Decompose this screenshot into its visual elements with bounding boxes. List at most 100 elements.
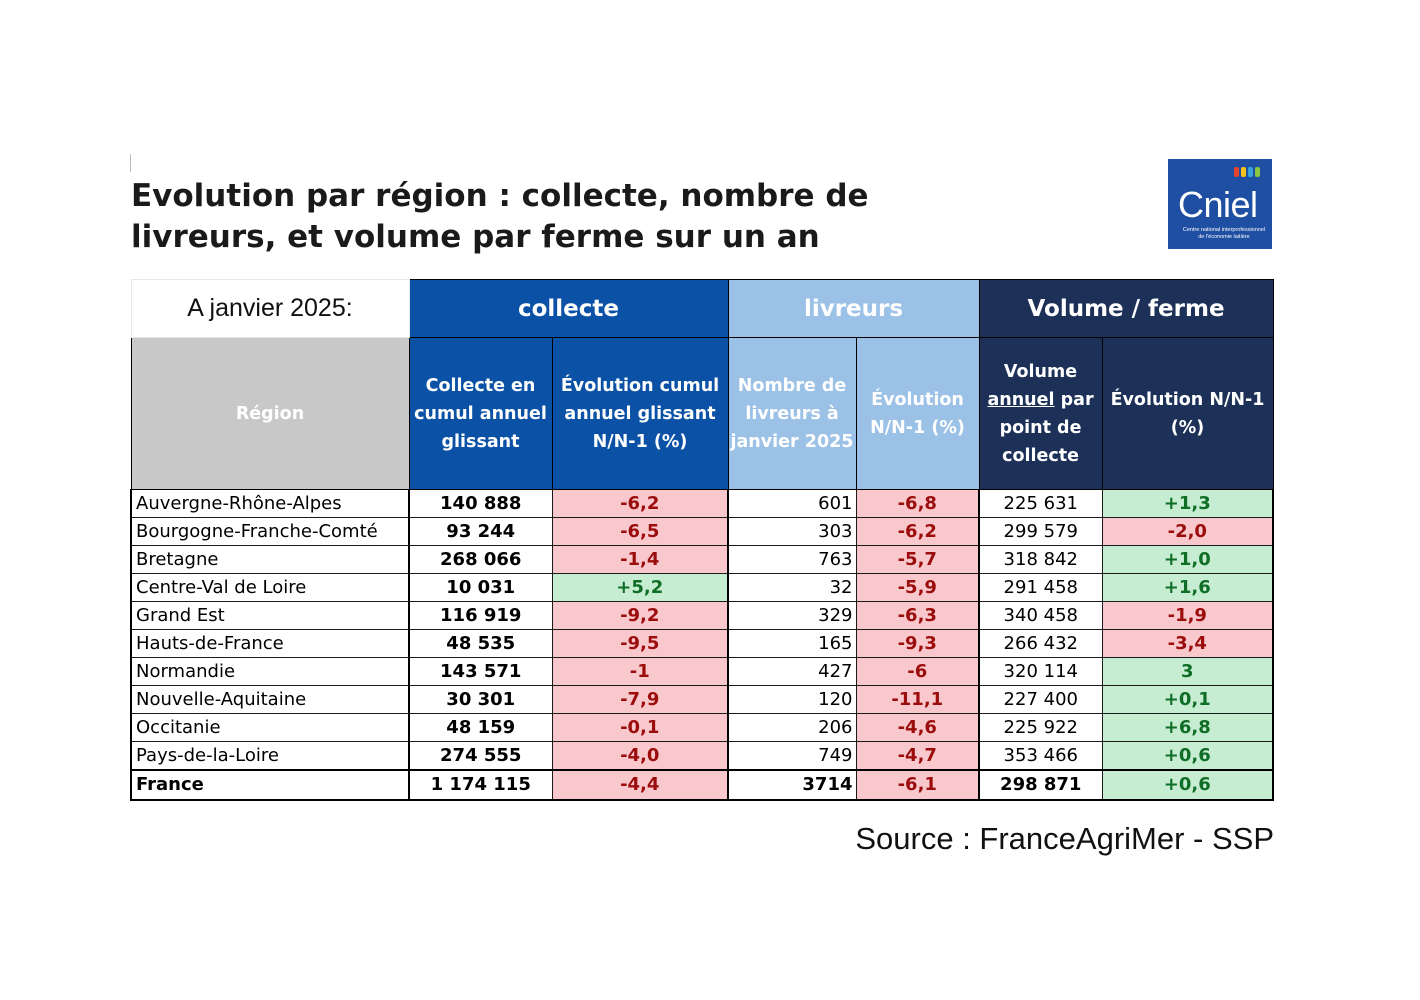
cell-evo-livreurs: -11,1 <box>855 685 980 714</box>
cell-livreurs: 206 <box>727 713 857 742</box>
cell-evo-collecte: -0,1 <box>551 713 729 742</box>
cell-volume: 318 842 <box>978 545 1103 574</box>
cell-region: France <box>130 769 410 801</box>
group-header-livreurs: livreurs <box>727 279 980 338</box>
cell-livreurs: 32 <box>727 573 857 602</box>
cell-evo-volume: +1,0 <box>1101 545 1275 574</box>
cell-livreurs: 303 <box>727 517 857 546</box>
divider-tick <box>130 154 131 172</box>
cell-collecte: 48 159 <box>408 713 553 742</box>
cell-livreurs: 165 <box>727 629 857 658</box>
cell-evo-livreurs: -6 <box>855 657 980 686</box>
cell-collecte: 274 555 <box>408 741 553 771</box>
cell-livreurs: 763 <box>727 545 857 574</box>
cell-evo-volume: -2,0 <box>1101 517 1275 546</box>
cell-volume: 225 631 <box>978 489 1103 518</box>
logo-mark-bar-1 <box>1234 167 1239 177</box>
cell-evo-collecte: -6,5 <box>551 517 729 546</box>
cell-volume: 320 114 <box>978 657 1103 686</box>
logo-mark-bar-4 <box>1255 167 1260 177</box>
page-title-line-1: Evolution par région : collecte, nombre … <box>131 178 869 214</box>
cell-region: Bourgogne-Franche-Comté <box>130 517 410 546</box>
column-header-volume-pre: Volume <box>1003 361 1078 382</box>
cell-volume: 225 922 <box>978 713 1103 742</box>
cell-region: Pays-de-la-Loire <box>130 741 410 771</box>
table-row: Bretagne 268 066 -1,4 763 -5,7 318 842 +1,0 <box>130 545 1275 574</box>
cell-evo-volume: -1,9 <box>1101 601 1275 630</box>
cell-region: Hauts-de-France <box>130 629 410 658</box>
cell-volume: 298 871 <box>978 769 1103 801</box>
column-header-volume-post: par point de collecte <box>999 389 1094 466</box>
cell-livreurs: 601 <box>727 489 857 518</box>
cell-collecte: 116 919 <box>408 601 553 630</box>
cell-livreurs: 749 <box>727 741 857 771</box>
cell-evo-collecte: -9,5 <box>551 629 729 658</box>
column-header-volume: Volume annuel par point de collecte <box>978 337 1103 490</box>
cell-evo-volume: -3,4 <box>1101 629 1275 658</box>
cell-collecte: 93 244 <box>408 517 553 546</box>
cell-collecte: 1 174 115 <box>408 769 553 801</box>
table-row: Nouvelle-Aquitaine 30 301 -7,9 120 -11,1 227 … <box>130 685 1275 714</box>
cell-livreurs: 427 <box>727 657 857 686</box>
source-note: Source : FranceAgriMer - SSP <box>855 821 1274 856</box>
logo-mark-bar-3 <box>1248 167 1253 177</box>
cell-volume: 353 466 <box>978 741 1103 771</box>
cell-evo-volume: +1,3 <box>1101 489 1275 518</box>
table-row: Centre-Val de Loire 10 031 +5,2 32 -5,9 291 4… <box>130 573 1275 602</box>
group-header-collecte: collecte <box>408 279 729 338</box>
cell-collecte: 30 301 <box>408 685 553 714</box>
cell-collecte: 48 535 <box>408 629 553 658</box>
cell-evo-volume: +1,6 <box>1101 573 1275 602</box>
table-row: Normandie 143 571 -1 427 -6 320 114 3 <box>130 657 1275 686</box>
cell-volume: 291 458 <box>978 573 1103 602</box>
cell-region: Occitanie <box>130 713 410 742</box>
cell-evo-livreurs: -4,6 <box>855 713 980 742</box>
table-row: Bourgogne-Franche-Comté 93 244 -6,5 303 -6,2… <box>130 517 1275 546</box>
table-row: Grand Est 116 919 -9,2 329 -6,3 340 458 -1,9 <box>130 601 1275 630</box>
table-body: Auvergne-Rhône-Alpes 140 888 -6,2 601 -6,8 22… <box>130 489 1275 801</box>
cell-evo-livreurs: -4,7 <box>855 741 980 771</box>
logo-wordmark: Cniel <box>1178 184 1258 225</box>
cell-collecte: 143 571 <box>408 657 553 686</box>
cell-evo-volume: 3 <box>1101 657 1275 686</box>
cell-region: Bretagne <box>130 545 410 574</box>
cell-collecte: 10 031 <box>408 573 553 602</box>
region-table: A janvier 2025: collecte livreurs Volume… <box>130 279 1275 801</box>
cell-collecte: 268 066 <box>408 545 553 574</box>
cell-evo-volume: +0,6 <box>1101 741 1275 771</box>
cell-evo-livreurs: -5,9 <box>855 573 980 602</box>
cell-volume: 227 400 <box>978 685 1103 714</box>
cell-evo-livreurs: -9,3 <box>855 629 980 658</box>
cell-volume: 340 458 <box>978 601 1103 630</box>
date-label: A janvier 2025: <box>130 279 410 338</box>
column-header-evo-collecte: Évolution cumul annuel glissant N/N-1 (%… <box>551 337 729 490</box>
table-row: Auvergne-Rhône-Alpes 140 888 -6,2 601 -6,8 22… <box>130 489 1275 518</box>
cell-region: Centre-Val de Loire <box>130 573 410 602</box>
cell-evo-livreurs: -6,1 <box>855 769 980 801</box>
cell-evo-collecte: -9,2 <box>551 601 729 630</box>
cell-region: Grand Est <box>130 601 410 630</box>
logo-mark-icon <box>1234 167 1260 177</box>
group-header-volume: Volume / ferme <box>978 279 1274 338</box>
cell-evo-livreurs: -6,8 <box>855 489 980 518</box>
cell-region: Auvergne-Rhône-Alpes <box>130 489 410 518</box>
column-header-livreurs: Nombre de livreurs à janvier 2025 <box>727 337 857 490</box>
cell-evo-collecte: -1 <box>551 657 729 686</box>
cell-evo-livreurs: -6,2 <box>855 517 980 546</box>
cell-evo-collecte: -4,4 <box>551 769 729 801</box>
cniel-logo: Cniel Centre national interprofessionnel… <box>1168 159 1272 249</box>
column-header-region: Région <box>130 337 410 490</box>
cell-volume: 299 579 <box>978 517 1103 546</box>
cell-livreurs: 120 <box>727 685 857 714</box>
table-row: Hauts-de-France 48 535 -9,5 165 -9,3 266 432-… <box>130 629 1275 658</box>
cell-evo-volume: +0,1 <box>1101 685 1275 714</box>
cell-region: Normandie <box>130 657 410 686</box>
column-header-volume-underlined: annuel <box>987 389 1055 410</box>
column-header-evo-volume: Évolution N/N-1 (%) <box>1101 337 1274 490</box>
cell-evo-volume: +6,8 <box>1101 713 1275 742</box>
cell-evo-livreurs: -6,3 <box>855 601 980 630</box>
table-row-total: France 1 174 115 -4,4 3714 -6,1 298 871 +0,6 <box>130 769 1275 801</box>
cell-evo-collecte: -1,4 <box>551 545 729 574</box>
table-row: Occitanie 48 159 -0,1 206 -4,6 225 922 +6,8 <box>130 713 1275 742</box>
cell-livreurs: 329 <box>727 601 857 630</box>
